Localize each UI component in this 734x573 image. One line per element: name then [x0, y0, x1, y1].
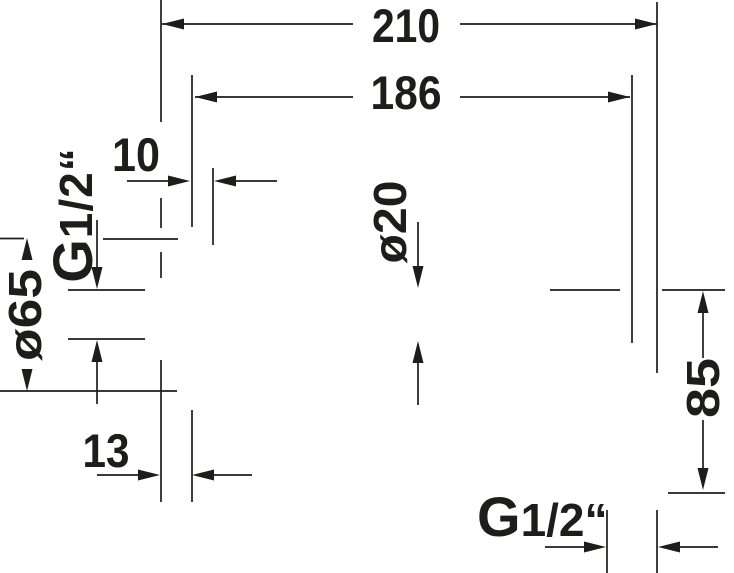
arrowhead-right-icon	[608, 91, 630, 103]
arrowhead-up-icon	[91, 340, 103, 362]
dimension-label-186: 186	[371, 66, 442, 119]
dimension-g12-left-group: G1/2“	[41, 147, 145, 404]
dimension-13-group: 13	[83, 360, 252, 502]
thread-label-bottom-prefix: G	[477, 485, 521, 548]
dimension-85-group: 85	[550, 289, 729, 494]
arrowhead-left-icon	[162, 18, 184, 30]
dimension-dia20-group: ø20	[364, 181, 424, 405]
arrowhead-left-icon	[195, 91, 217, 103]
thread-label-left: G1/2“	[41, 147, 104, 283]
thread-label-bottom: G1/2“	[477, 485, 608, 548]
arrowhead-right-icon	[168, 175, 190, 187]
arrowhead-right-icon	[138, 469, 160, 481]
thread-label-left-prefix: G	[41, 238, 104, 283]
dimension-186-group: 186	[191, 66, 633, 343]
arrowhead-up-icon	[412, 341, 424, 363]
dimension-label-13: 13	[83, 424, 130, 477]
arrowhead-down-icon	[412, 266, 424, 288]
arrowhead-up-icon	[697, 291, 709, 313]
dimension-label-210: 210	[372, 0, 440, 52]
thread-label-bottom-size: 1/2“	[521, 494, 608, 546]
dimension-label-85: 85	[677, 358, 729, 418]
thread-label-left-size: 1/2“	[50, 147, 102, 238]
arrowhead-left-icon	[192, 469, 214, 481]
arrowhead-left-icon	[658, 541, 680, 553]
dimension-label-10: 10	[112, 128, 160, 181]
arrowhead-down-icon	[697, 468, 709, 490]
diameter-label-20: ø20	[364, 181, 416, 264]
dimension-dia65-group: ø65	[0, 237, 178, 392]
dimension-210-group: 210	[160, 0, 658, 373]
arrowhead-up-icon	[21, 238, 33, 260]
dimension-g12-bottom-group: G1/2“	[477, 485, 718, 573]
arrowhead-right-icon	[635, 18, 657, 30]
dimension-10-group: 10	[112, 128, 277, 245]
arrowhead-down-icon	[91, 267, 103, 289]
arrowhead-right-icon	[584, 541, 606, 553]
arrowhead-down-icon	[21, 369, 33, 391]
arrowhead-left-icon	[214, 175, 236, 187]
diameter-label-65: ø65	[0, 269, 51, 361]
